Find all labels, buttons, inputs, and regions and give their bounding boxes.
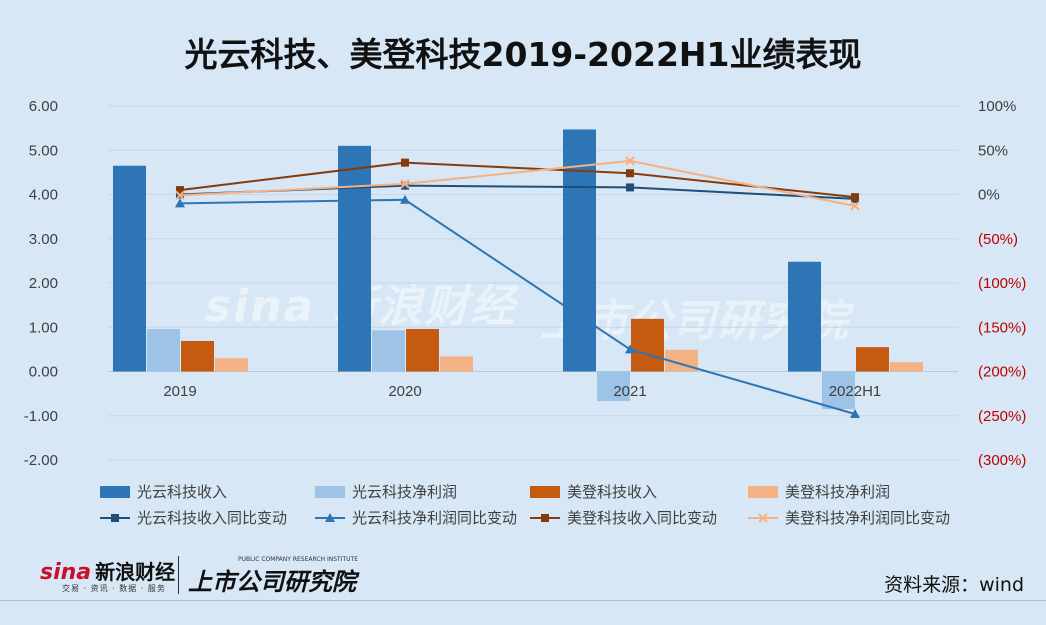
line-guangyun-net-profit-yoy-point (625, 344, 635, 354)
legend-meideng-revenue-swatch (530, 486, 560, 498)
bar-meideng-net-profit (890, 362, 923, 372)
y-left-tick-label: 6.00 (29, 98, 58, 115)
y-right-tick-label: (300%) (978, 452, 1026, 469)
y-left-tick-label: 5.00 (29, 142, 58, 159)
y-left-tick-label: -1.00 (24, 408, 58, 425)
y-left-tick-label: 2.00 (29, 275, 58, 292)
legend-guangyun-net-profit-swatch (315, 486, 345, 498)
line-meideng-revenue-yoy-point (176, 186, 184, 195)
research-institute-logo-en: PUBLIC COMPANY RESEARCH INSTITUTE (238, 556, 358, 563)
legend-meideng-net-profit-yoy-label: 美登科技净利润同比变动 (785, 509, 950, 527)
line-meideng-net-profit-yoy-point (850, 201, 860, 211)
legend-guangyun-revenue-yoy-marker (111, 514, 119, 522)
y-right-tick-label: 100% (978, 98, 1016, 115)
legend-guangyun-revenue-yoy-label: 光云科技收入同比变动 (137, 509, 287, 527)
bar-meideng-net-profit (215, 358, 248, 372)
legend-guangyun-net-profit-yoy-label: 光云科技净利润同比变动 (352, 509, 517, 527)
line-meideng-revenue-yoy-point (626, 169, 634, 178)
y-right-tick-label: 0% (978, 187, 1000, 204)
bar-meideng-net-profit (440, 356, 473, 372)
y-left-tick-label: 3.00 (29, 231, 58, 248)
y-left-tick-label: -2.00 (24, 452, 58, 469)
line-guangyun-revenue-yoy-point (401, 181, 409, 190)
y-right-tick-label: (200%) (978, 364, 1026, 381)
bar-meideng-revenue (631, 318, 664, 372)
legend-meideng-revenue-label: 美登科技收入 (567, 483, 657, 501)
bar-guangyun-net-profit (372, 330, 405, 372)
legend-meideng-net-profit-swatch (748, 486, 778, 498)
bar-meideng-revenue (406, 329, 439, 372)
x-tick-label: 2020 (388, 383, 421, 400)
line-guangyun-net-profit-yoy-point (850, 408, 860, 418)
legend-guangyun-net-profit-yoy-marker (325, 513, 335, 522)
logo-brand-cn: 新浪财经 (95, 560, 176, 584)
legend-guangyun-revenue-swatch (100, 486, 130, 498)
y-right-tick-label: (150%) (978, 319, 1026, 336)
y-axis-left: 6.00 5.00 4.00 3.00 2.00 1.00 0.00 -1.00 -2.00 (24, 98, 58, 469)
y-left-tick-label: 4.00 (29, 187, 58, 204)
line-meideng-net-profit-yoy-point (175, 190, 185, 201)
line-guangyun-net-profit-yoy-point (175, 198, 185, 208)
x-tick-label: 2021 (613, 383, 646, 400)
bar-guangyun-revenue (788, 261, 821, 372)
bar-guangyun-net-profit (147, 329, 180, 372)
line-meideng-net-profit-yoy-point (400, 179, 410, 189)
legend-meideng-net-profit-label: 美登科技净利润 (785, 483, 890, 501)
line-meideng-net-profit-yoy (179, 159, 856, 207)
y-right-tick-label: (250%) (978, 408, 1026, 425)
legend-guangyun-revenue-label: 光云科技收入 (137, 483, 227, 501)
line-guangyun-revenue-yoy-point (626, 183, 634, 192)
bar-meideng-revenue (856, 347, 889, 372)
legend-meideng-net-profit-yoy-marker (758, 513, 768, 523)
chart-title: 光云科技、美登科技2019-2022H1业绩表现 (184, 35, 862, 74)
line-meideng-revenue-yoy (179, 161, 856, 199)
line-meideng-revenue-yoy-point (401, 158, 409, 167)
x-tick-label: 2022H1 (829, 383, 882, 400)
lines (175, 156, 860, 418)
logo-brand-en: sina (40, 560, 92, 585)
line-guangyun-revenue-yoy (179, 184, 856, 200)
bars (113, 129, 923, 410)
legend-meideng-revenue-yoy-marker (541, 514, 549, 522)
y-right-tick-label: (100%) (978, 275, 1026, 292)
footer-divider (0, 600, 1046, 601)
y-right-tick-label: (50%) (978, 231, 1018, 248)
line-guangyun-net-profit-yoy (179, 198, 856, 415)
sina-finance-logo: sina 新浪财经 (40, 556, 175, 585)
logo-separator (178, 556, 179, 594)
line-meideng-revenue-yoy-point (851, 193, 859, 202)
chart-svg: 6.00 5.00 4.00 3.00 2.00 1.00 0.00 -1.00 -2.00 1… (24, 98, 1027, 527)
legend-meideng-revenue-yoy-label: 美登科技收入同比变动 (567, 509, 717, 527)
x-tick-label: 2019 (163, 383, 196, 400)
y-left-tick-label: 1.00 (29, 319, 58, 336)
legend-guangyun-net-profit-label: 光云科技净利润 (352, 483, 457, 501)
bar-guangyun-revenue (338, 145, 371, 372)
y-left-tick-label: 0.00 (29, 364, 58, 381)
data-source: 资料来源：wind (884, 574, 1024, 596)
bar-meideng-revenue (181, 340, 214, 372)
y-axis-right: 100% 50% 0% (50%) (100%) (150%) (200%) (250%) (3… (978, 98, 1026, 469)
bar-guangyun-net-profit (597, 371, 630, 402)
research-institute-logo: 上市公司研究院 (188, 568, 356, 596)
x-axis-labels: 2019 2020 2021 2022H1 (163, 383, 881, 400)
line-meideng-net-profit-yoy-point (625, 156, 635, 166)
bar-guangyun-revenue (113, 165, 146, 372)
y-right-tick-label: 50% (978, 142, 1008, 159)
logo-subtitle: 交易 · 资讯 · 数据 · 服务 (62, 584, 166, 593)
line-guangyun-net-profit-yoy-point (400, 194, 410, 204)
bar-guangyun-net-profit (822, 371, 855, 410)
